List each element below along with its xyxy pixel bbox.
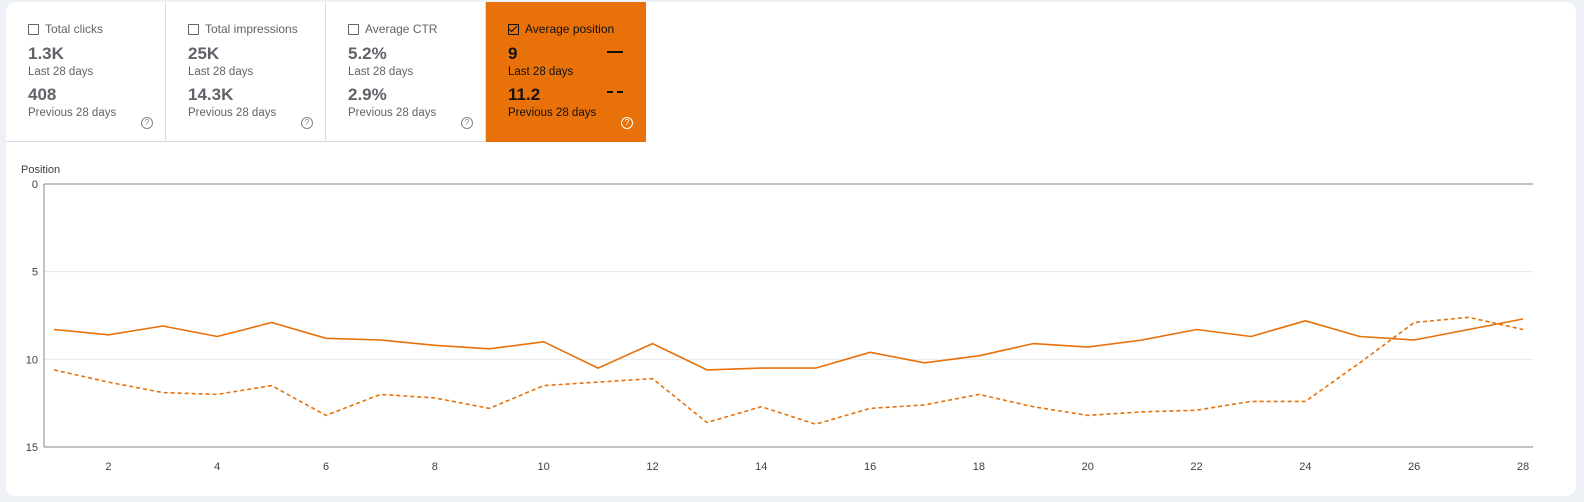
previous-value: 2.9% [348,85,387,104]
x-tick-label: 22 [1190,461,1202,473]
help-icon[interactable]: ? [141,117,153,129]
y-tick-label: 10 [26,354,38,366]
x-tick-label: 28 [1517,461,1529,473]
current-period: Last 28 days [508,66,574,78]
series-current-line [53,318,1524,371]
previous-value: 408 [28,85,57,104]
metric-tabs: Total clicks 1.3K Last 28 days 408 Previ… [6,2,646,142]
x-tick-label: 2 [105,461,111,473]
previous-value: 11.2 [508,85,541,104]
metric-average-position[interactable]: Average position 9 Last 28 days 11.2 Pre… [486,2,646,142]
x-tick-label: 16 [864,461,876,473]
y-tick-label: 0 [32,179,38,191]
x-tick-label: 10 [538,461,550,473]
x-tick-label: 6 [323,461,329,473]
help-icon[interactable]: ? [301,117,313,129]
current-period: Last 28 days [348,66,414,78]
x-tick-label: 26 [1408,461,1420,473]
checkbox[interactable] [188,23,199,35]
help-icon[interactable]: ? [621,117,633,129]
performance-card: Total clicks 1.3K Last 28 days 408 Previ… [6,2,1576,496]
legend-dashed-line-icon [607,91,623,93]
previous-period: Previous 28 days [348,107,437,119]
x-tick-label: 8 [432,461,438,473]
checkbox[interactable] [28,23,39,35]
metric-label: Total clicks [45,22,104,36]
current-value: 5.2% [348,44,387,63]
previous-period: Previous 28 days [188,107,277,119]
x-tick-label: 4 [214,461,220,473]
x-tick-label: 14 [755,461,767,473]
x-tick-label: 20 [1082,461,1094,473]
metric-label: Average CTR [365,22,438,36]
series-previous-line [53,316,1524,426]
current-period: Last 28 days [188,66,254,78]
current-period: Last 28 days [28,66,94,78]
current-value: 25K [188,44,220,63]
previous-value: 14.3K [188,85,234,104]
metric-total-clicks[interactable]: Total clicks 1.3K Last 28 days 408 Previ… [6,2,166,142]
y-tick-label: 15 [26,442,38,454]
legend-solid-line-icon [607,51,623,53]
metric-total-impressions[interactable]: Total impressions 25K Last 28 days 14.3K… [166,2,326,142]
metric-label: Average position [525,22,615,36]
checkbox[interactable] [348,23,359,35]
previous-period: Previous 28 days [508,107,597,119]
x-tick-label: 24 [1299,461,1311,473]
x-tick-label: 18 [973,461,985,473]
previous-period: Previous 28 days [28,107,117,119]
checkbox-checked[interactable] [508,23,519,35]
metric-label: Total impressions [205,22,298,36]
current-value: 1.3K [28,44,64,63]
metric-average-ctr[interactable]: Average CTR 5.2% Last 28 days 2.9% Previ… [326,2,486,142]
current-value: 9 [508,44,518,63]
help-icon[interactable]: ? [461,117,473,129]
x-tick-label: 12 [646,461,658,473]
y-axis-title: Position [21,164,60,176]
y-tick-label: 5 [32,267,38,279]
